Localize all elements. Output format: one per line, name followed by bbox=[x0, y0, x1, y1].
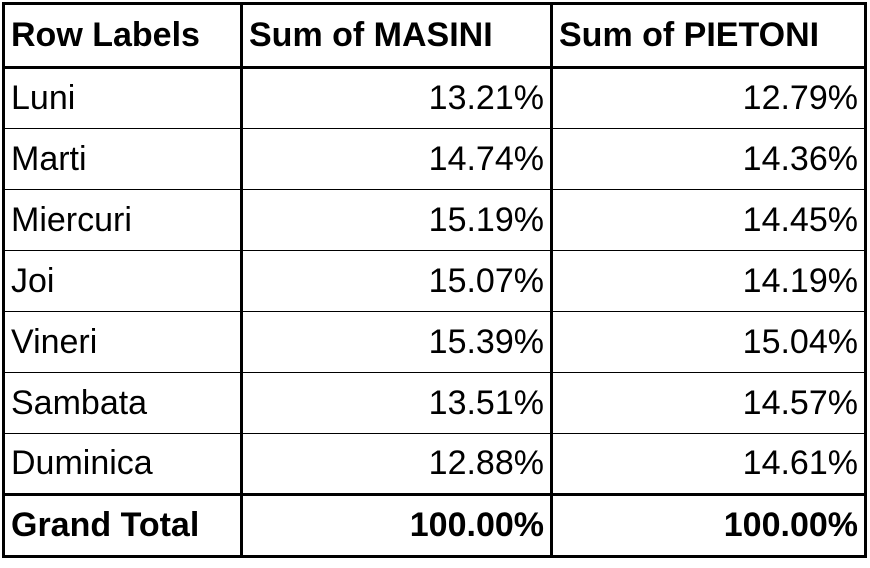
label-cell: Vineri bbox=[2, 311, 243, 373]
value-cell: 14.74% bbox=[240, 128, 553, 190]
data-row: Marti 14.74% 14.36% bbox=[2, 128, 867, 190]
label-cell: Marti bbox=[2, 128, 243, 190]
label-cell: Joi bbox=[2, 250, 243, 312]
value-cell: 14.36% bbox=[550, 128, 867, 190]
data-row: Duminica 12.88% 14.61% bbox=[2, 433, 867, 495]
data-row: Sambata 13.51% 14.57% bbox=[2, 372, 867, 434]
label-cell: Miercuri bbox=[2, 189, 243, 251]
data-row: Miercuri 15.19% 14.45% bbox=[2, 189, 867, 251]
value-cell: 14.61% bbox=[550, 433, 867, 495]
value-cell: 13.21% bbox=[240, 67, 553, 129]
value-cell: 14.45% bbox=[550, 189, 867, 251]
value-cell: 15.07% bbox=[240, 250, 553, 312]
value-cell: 14.57% bbox=[550, 372, 867, 434]
label-cell: Luni bbox=[2, 67, 243, 129]
pivot-table: Row Labels Sum of MASINI Sum of PIETONI Lu… bbox=[2, 2, 867, 558]
label-cell: Grand Total bbox=[2, 493, 243, 558]
data-row: Vineri 15.39% 15.04% bbox=[2, 311, 867, 373]
header-cell: Sum of MASINI bbox=[240, 2, 553, 69]
label-cell: Sambata bbox=[2, 372, 243, 434]
table-body: Luni 13.21% 12.79% Marti 14.74% 14.36% Miercur… bbox=[2, 67, 867, 558]
value-cell: 15.39% bbox=[240, 311, 553, 373]
data-row: Luni 13.21% 12.79% bbox=[2, 67, 867, 129]
header-cell: Row Labels bbox=[2, 2, 243, 69]
value-cell: 100.00% bbox=[550, 493, 867, 558]
value-cell: 13.51% bbox=[240, 372, 553, 434]
value-cell: 12.79% bbox=[550, 67, 867, 129]
value-cell: 15.04% bbox=[550, 311, 867, 373]
data-row: Joi 15.07% 14.19% bbox=[2, 250, 867, 312]
value-cell: 12.88% bbox=[240, 433, 553, 495]
total-row: Grand Total 100.00% 100.00% bbox=[2, 493, 867, 558]
header-cell: Sum of PIETONI bbox=[550, 2, 867, 69]
label-cell: Duminica bbox=[2, 433, 243, 495]
value-cell: 14.19% bbox=[550, 250, 867, 312]
value-cell: 15.19% bbox=[240, 189, 553, 251]
header-row: Row Labels Sum of MASINI Sum of PIETONI bbox=[2, 2, 867, 69]
value-cell: 100.00% bbox=[240, 493, 553, 558]
